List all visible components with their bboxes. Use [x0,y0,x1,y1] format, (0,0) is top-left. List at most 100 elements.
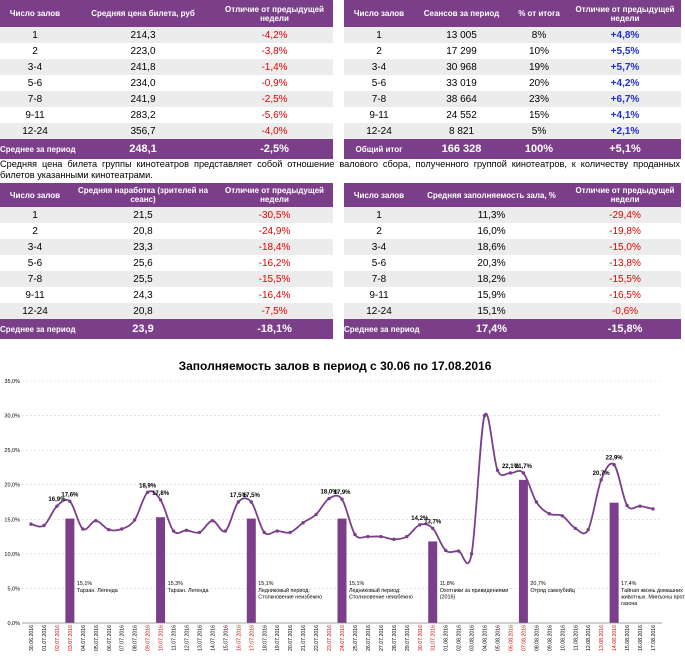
x-tick-label: 14.07.2016 [210,625,216,651]
price-cell: 241,8 [70,59,216,75]
col-header-halls: Число залов [344,183,414,207]
x-tick-label: 14.08.2016 [612,625,618,651]
x-tick-label: 09.07.2016 [146,625,152,651]
footer-diff: -15,8% [569,319,681,339]
halls-cell: 1 [0,27,70,43]
data-point [301,521,305,525]
price-footnote: Средняя цена билета группы кинотеатров п… [0,159,680,180]
diff-cell: -15,5% [216,271,333,287]
x-tick-label: 19.07.2016 [275,625,281,651]
sessions-cell: 38 664 [414,91,509,107]
diff-cell: -15,5% [569,271,681,287]
footer-value: 17,4% [414,319,569,339]
x-tick-label: 15.07.2016 [223,625,229,651]
diff-cell: +4,2% [569,75,681,91]
table-row: 3-4 241,8 -1,4% [0,59,333,75]
point-value-label: 21,7% [515,464,533,470]
price-cell: 234,0 [70,75,216,91]
x-tick-label: 10.07.2016 [159,625,165,651]
bar-value-label: 17,4% [621,581,636,587]
data-point [482,413,487,418]
col-header-halls: Число залов [0,183,70,207]
col-header-share: % от итога [509,0,569,27]
x-tick-label: 22.07.2016 [314,625,320,651]
x-tick-label: 30.06.2016 [29,625,35,651]
diff-cell: -7,5% [216,303,333,319]
halls-cell: 2 [344,223,414,239]
occupancy-cell: 18,6% [414,239,569,255]
sessions-cell: 8 821 [414,123,509,139]
bar-film-label: газона [621,601,637,607]
point-value-label: 14,2% [411,516,429,522]
bar-film-label: Столкновение неизбежно [349,594,413,600]
data-point [275,529,279,533]
sessions-cell: 33 019 [414,75,509,91]
audience-cell: 21,5 [70,207,216,223]
bar [156,517,166,623]
data-point [443,548,448,553]
occupancy-cell: 16,0% [414,223,569,239]
diff-cell: +4,8% [569,27,681,43]
price-cell: 356,7 [70,123,216,139]
col-header-diff: Отличие от предыдущей недели [569,183,681,207]
diff-cell: -5,6% [216,107,333,123]
col-header-diff: Отличие от предыдущей недели [216,183,333,207]
occupancy-table: Число залов Средняя заполняемость зала, … [344,183,681,339]
ticket-price-table: Число залов Средняя цена билета, руб Отл… [0,0,333,159]
audience-cell: 20,8 [70,303,216,319]
diff-cell: -16,2% [216,255,333,271]
bar-value-label: 15,1% [349,581,364,587]
halls-cell: 1 [0,207,70,223]
table-row: 3-4 18,6% -15,0% [344,239,681,255]
data-point [184,528,189,533]
point-value-label: 20,7% [593,471,611,477]
diff-cell: -30,5% [216,207,333,223]
bar-value-label: 15,1% [258,581,273,587]
footer-label: Среднее за период [0,319,76,339]
x-tick-label: 05.08.2016 [496,625,502,651]
data-point [599,478,603,482]
table-row: 12-24 8 821 5% +2,1% [344,123,681,139]
diff-cell: -16,5% [569,287,681,303]
x-tick-label: 28.07.2016 [392,625,398,651]
halls-cell: 1 [344,27,414,43]
diff-cell: +6,7% [569,91,681,107]
point-value-label: 22,9% [606,456,624,462]
data-point [379,534,383,539]
diff-cell: -13,8% [569,255,681,271]
x-tick-label: 20.07.2016 [288,625,294,651]
bar [65,518,75,623]
data-point [495,468,500,472]
sessions-cell: 17 299 [414,43,509,59]
table-row: 9-11 283,2 -5,6% [0,107,333,123]
diff-cell: +5,7% [569,59,681,75]
data-point [469,552,474,556]
data-point [158,498,163,502]
halls-cell: 7-8 [344,271,414,287]
bar-film-label: Ледниковый период: [258,587,310,594]
col-header-audience: Средняя наработка (зрителей на сеанс) [70,183,216,207]
data-point [586,527,590,532]
halls-cell: 12-24 [344,303,414,319]
data-point [508,471,513,475]
bar-film-label: Тарзан. Легенда [168,588,209,594]
table-row: 3-4 23,3 -18,4% [0,239,333,255]
diff-cell: -4,0% [216,123,333,139]
y-tick-label: 30,0% [4,414,20,420]
x-tick-label: 01.08.2016 [444,625,450,651]
x-tick-label: 02.07.2016 [55,625,61,651]
audience-table: Число залов Средняя наработка (зрителей … [0,183,333,339]
halls-cell: 2 [0,223,70,239]
occupancy-cell: 11,3% [414,207,569,223]
y-tick-label: 35,0% [4,379,20,385]
share-cell: 23% [509,91,569,107]
table-row: 1 13 005 8% +4,8% [344,27,681,43]
occupancy-cell: 15,9% [414,287,569,303]
halls-cell: 12-24 [344,123,414,139]
halls-cell: 3-4 [344,239,414,255]
table-row: 1 11,3% -29,4% [344,207,681,223]
diff-cell: -0,9% [216,75,333,91]
data-point [107,527,111,532]
point-value-label: 17,5% [230,493,248,499]
point-value-label: 17,6% [61,492,79,498]
